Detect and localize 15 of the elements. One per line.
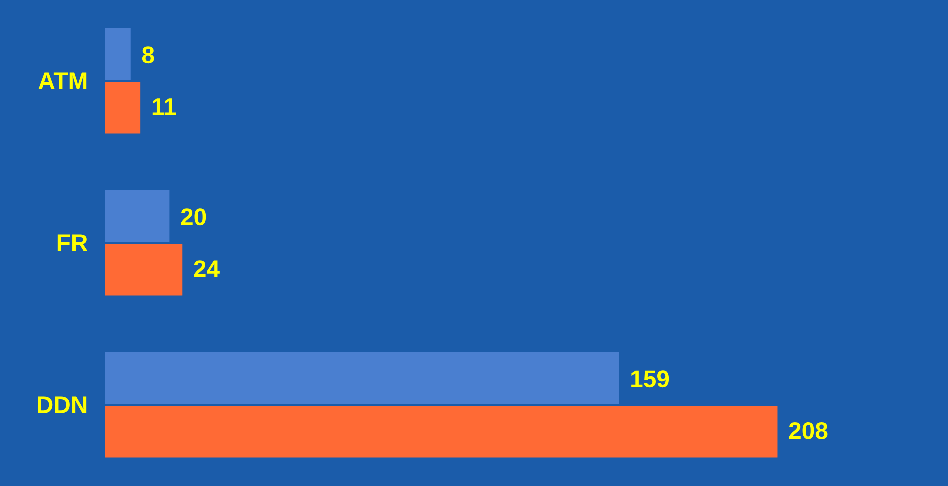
bar [105,28,131,80]
bar [105,190,170,242]
y-tick-label: FR [58,234,88,252]
data-label: 208 [789,422,828,440]
data-label: 11 [152,98,176,116]
y-tick-label: DDN [38,396,87,414]
bar [105,244,183,296]
y-tick-label: ATM [38,72,87,90]
bar [105,352,620,404]
bar [105,82,141,134]
data-label: 8 [142,46,154,64]
bar [105,406,778,458]
data-label: 159 [632,370,670,388]
data-label: 20 [181,208,206,226]
data-label: 24 [194,260,220,278]
